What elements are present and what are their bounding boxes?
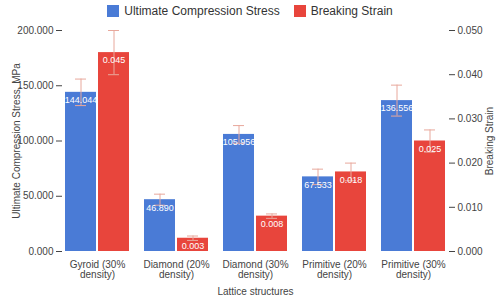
svg-text:105.956: 105.956 <box>223 137 256 147</box>
svg-text:144.044: 144.044 <box>65 95 98 105</box>
svg-text:Primitive (20%density): Primitive (20%density) <box>302 259 367 280</box>
svg-text:Lattice structures: Lattice structures <box>217 286 293 297</box>
svg-text:100.000: 100.000 <box>17 135 54 146</box>
svg-text:Ultimate Compression Stress, M: Ultimate Compression Stress, MPa <box>11 63 22 219</box>
svg-text:Primitive (30%density): Primitive (30%density) <box>381 259 446 280</box>
svg-text:0.000: 0.000 <box>28 246 53 257</box>
svg-text:0.000: 0.000 <box>458 246 483 257</box>
svg-text:0.003: 0.003 <box>182 241 205 251</box>
html-text:Breaking Strain: Breaking Strain <box>310 4 393 18</box>
svg-text:67.533: 67.533 <box>304 180 332 190</box>
svg-text:0.045: 0.045 <box>103 55 126 65</box>
svg-text:0.020: 0.020 <box>458 157 483 168</box>
svg-text:Breaking Strain: Breaking Strain <box>484 107 495 175</box>
html-text:Ultimate Compression Stress: Ultimate Compression Stress <box>124 4 280 18</box>
svg-text:0.008: 0.008 <box>261 219 284 229</box>
svg-text:0.030: 0.030 <box>458 113 483 124</box>
svg-text:136.556: 136.556 <box>381 103 414 113</box>
svg-text:0.050: 0.050 <box>458 25 483 36</box>
svg-text:Diamond (20%density): Diamond (20%density) <box>143 259 209 280</box>
svg-text:Diamond (30%density): Diamond (30%density) <box>222 259 288 280</box>
svg-text:200.000: 200.000 <box>17 25 54 36</box>
svg-text:0.025: 0.025 <box>419 144 442 154</box>
svg-text:Gyroid (30%density): Gyroid (30%density) <box>70 259 126 280</box>
svg-text:0.018: 0.018 <box>340 175 363 185</box>
svg-text:50.000: 50.000 <box>23 190 54 201</box>
svg-text:46.890: 46.890 <box>146 203 174 213</box>
svg-text:0.010: 0.010 <box>458 202 483 213</box>
svg-text:150.000: 150.000 <box>17 80 54 91</box>
svg-text:0.040: 0.040 <box>458 69 483 80</box>
